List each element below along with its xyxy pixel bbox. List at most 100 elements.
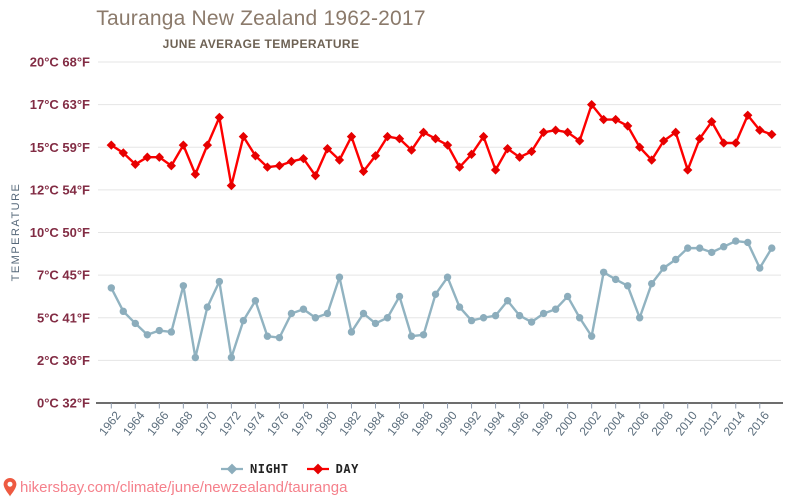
data-point [250,151,261,161]
data-point [167,328,176,336]
data-point [599,268,608,276]
data-point [227,353,236,362]
x-tick-label: 1990 [432,408,460,438]
x-tick-label: 2006 [624,408,652,438]
data-point [502,144,513,154]
footer-link[interactable]: hikersbay.com/climate/june/newzealand/ta… [20,479,348,496]
data-point [635,142,645,152]
data-point [299,305,308,313]
legend-day-label: DAY [335,462,359,476]
x-tick-label: 2014 [721,408,749,438]
location-pin-icon [3,478,17,497]
data-point [239,316,248,325]
data-point [731,138,741,148]
data-point [767,129,777,140]
data-point [371,319,380,328]
data-point [719,138,729,148]
data-point [708,248,716,257]
x-tick-label: 2016 [745,408,773,438]
x-tick-label: 1992 [456,408,484,438]
data-point [491,311,500,320]
data-point [251,297,260,305]
data-point [287,309,296,318]
day-series-points[interactable] [106,99,777,191]
x-tick-label: 1986 [384,408,412,438]
y-tick-label: 7°C 45°F [37,268,90,283]
data-point [395,292,404,301]
data-point [178,140,189,150]
night-marker-icon [221,463,243,475]
data-point [551,305,560,313]
page-title: Tauranga New Zealand 1962-2017 [96,7,426,30]
data-point [478,131,489,142]
data-point [323,309,332,318]
data-point [166,161,177,171]
data-point [311,314,320,322]
data-point [635,314,644,322]
data-point [118,148,128,158]
data-point [275,333,284,342]
data-point [647,279,656,288]
data-point [743,110,753,120]
data-point [130,159,140,169]
legend-item-day[interactable]: DAY [306,462,359,476]
data-point [574,136,585,146]
x-tick-label: 2008 [649,408,677,438]
data-point [383,314,392,322]
data-point [527,318,536,326]
data-point [695,134,705,144]
data-point [107,284,116,292]
data-point [203,303,212,311]
data-point [263,332,272,340]
data-point [539,309,548,318]
data-point [479,314,488,322]
x-tick-label: 1980 [312,408,340,438]
data-point [382,131,393,142]
x-tick-label: 1970 [192,408,220,438]
data-point [274,161,285,171]
data-point [191,353,200,362]
y-tick-label: 2°C 36°F [37,353,90,368]
x-tick-label: 1972 [216,408,244,438]
data-point [347,328,356,336]
y-tick-label: 5°C 41°F [37,310,90,325]
x-tick-label: 1976 [264,408,292,438]
x-tick-label: 2004 [600,408,628,438]
x-tick-label: 2000 [552,408,580,438]
x-tick-label: 1982 [336,408,364,438]
data-point [538,127,549,137]
data-point [490,165,501,175]
data-point [431,290,440,299]
legend-item-night[interactable]: NIGHT [220,462,289,476]
legend-night-label: NIGHT [250,462,289,476]
data-point [214,112,225,123]
data-point [442,140,453,150]
x-tick-label: 2002 [576,408,604,438]
data-point [526,146,537,157]
data-point [696,244,704,252]
data-point [430,134,441,144]
footer: hikersbay.com/climate/june/newzealand/ta… [3,478,347,497]
data-point [768,244,776,252]
data-point [454,162,465,172]
day-marker-icon [306,463,329,475]
data-point [418,127,429,137]
data-point [179,282,188,290]
data-point [515,311,524,320]
y-tick-label: 0°C 32°F [37,396,90,411]
data-point [684,244,692,252]
x-tick-label: 1998 [528,408,556,438]
data-point [562,127,573,137]
data-point [262,162,273,172]
data-point [286,156,297,167]
data-point [744,238,752,247]
x-tick-label: 1968 [168,408,196,438]
night-series-points[interactable] [107,237,776,362]
data-point [119,307,128,316]
y-tick-label: 20°C 68°F [30,55,90,70]
data-point [466,149,477,160]
x-tick-label: 1974 [240,408,268,438]
data-point [335,273,344,281]
data-point [467,316,476,325]
